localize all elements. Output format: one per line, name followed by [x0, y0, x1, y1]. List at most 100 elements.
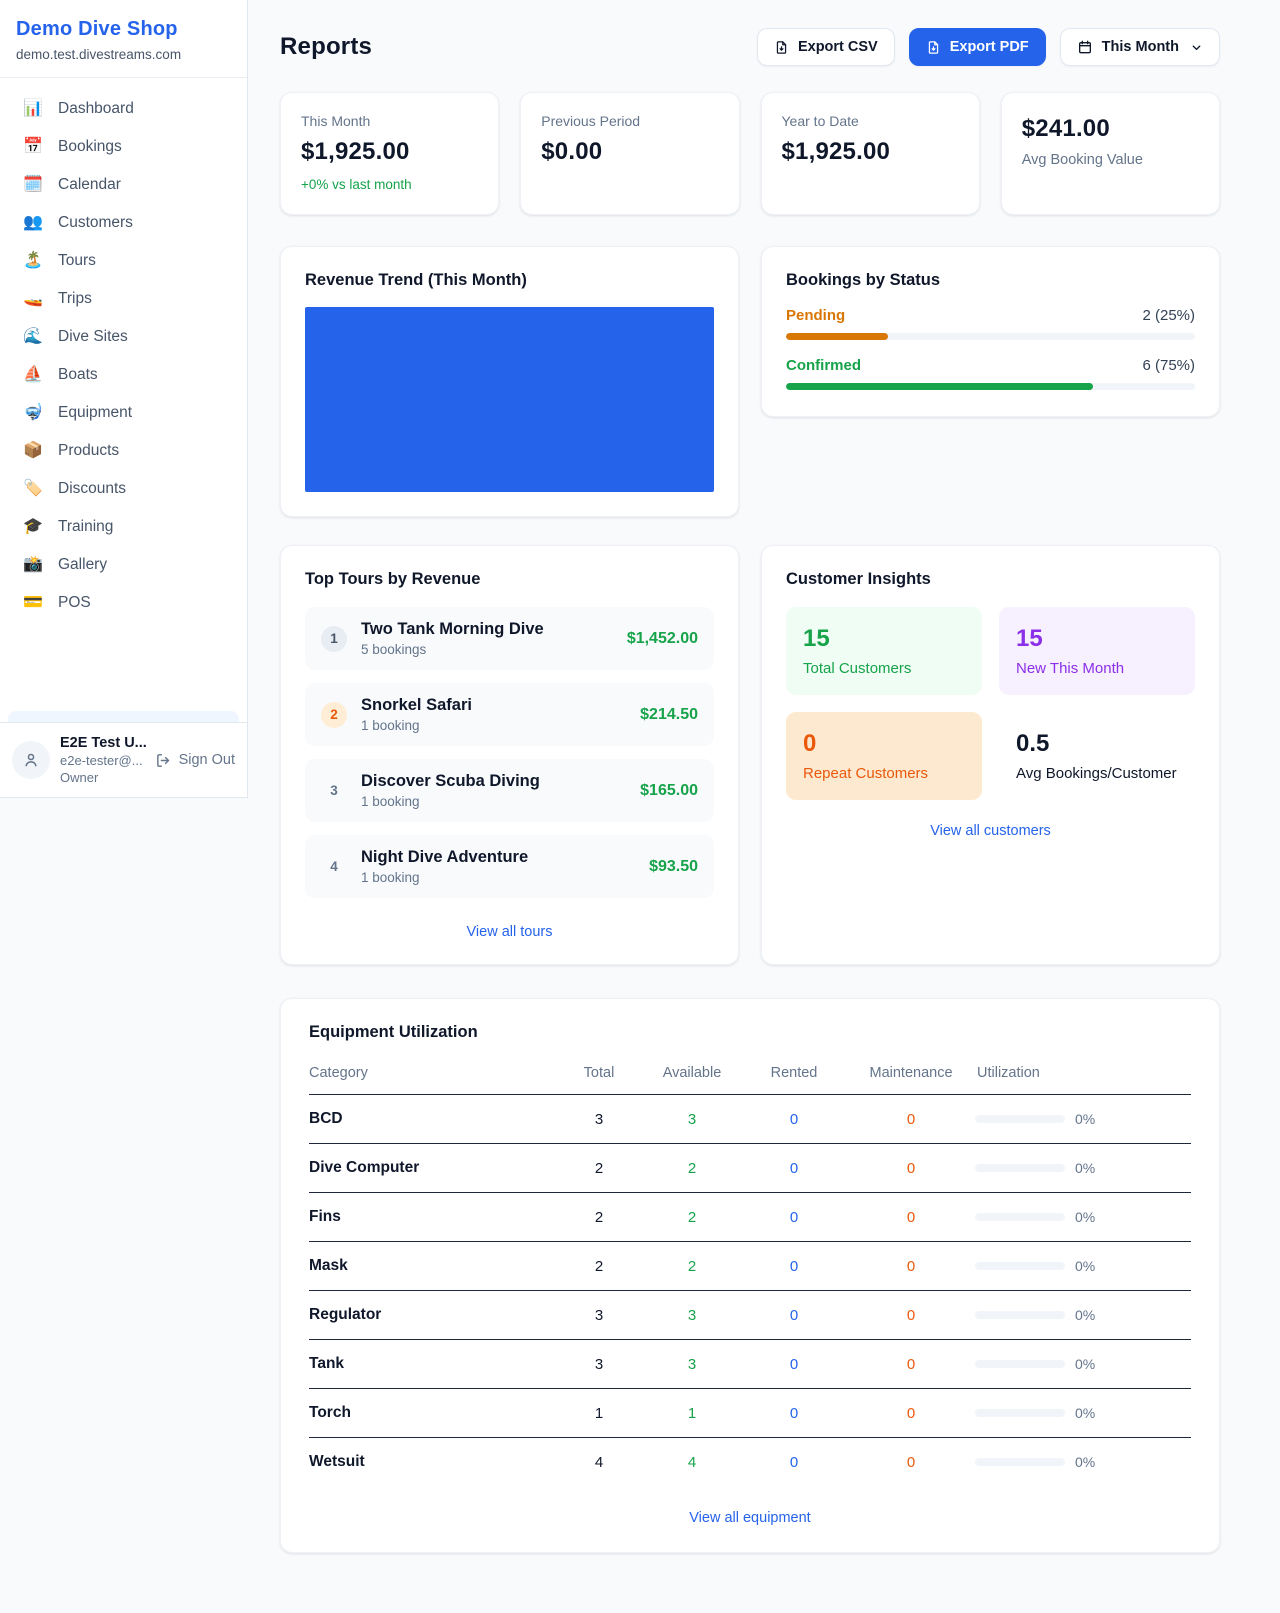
stat-value: $0.00	[541, 138, 603, 165]
status-label: Confirmed	[786, 357, 861, 374]
sidebar-item-label: Training	[58, 518, 114, 535]
bookings-by-status-title: Bookings by Status	[786, 271, 941, 289]
brand-domain: demo.test.divestreams.com	[16, 47, 182, 62]
tour-row: 3 Discover Scuba Diving 1 booking $165.0…	[305, 759, 714, 822]
sidebar-item-boats[interactable]: ⛵ Boats	[8, 356, 239, 394]
tour-amount: $1,452.00	[626, 629, 698, 647]
sidebar-item-customers[interactable]: 👥 Customers	[8, 204, 239, 242]
cell-total: 2	[555, 1143, 643, 1193]
view-all-equipment-link[interactable]: View all equipment	[689, 1510, 811, 1526]
sidebar-item-trips[interactable]: 🚤 Trips	[8, 280, 239, 318]
equipment-utilization-card: Equipment Utilization Category Total Ava…	[280, 998, 1220, 1553]
cell-rented: 0	[741, 1339, 847, 1389]
sidebar-item-label: Calendar	[58, 176, 121, 193]
cell-category: Wetsuit	[309, 1453, 365, 1470]
sidebar-item-dashboard[interactable]: 📊 Dashboard	[8, 90, 239, 128]
cell-maintenance: 0	[847, 1143, 975, 1193]
sign-out-button[interactable]: Sign Out	[155, 752, 235, 769]
cell-maintenance: 0	[847, 1241, 975, 1291]
export-csv-button[interactable]: Export CSV	[756, 28, 895, 66]
status-row-confirmed: Confirmed 6 (75%)	[786, 357, 1195, 390]
tour-list: 1 Two Tank Morning Dive 5 bookings $1,45…	[305, 607, 714, 898]
export-pdf-button[interactable]: Export PDF	[908, 28, 1046, 66]
sidebar-item-dive-sites[interactable]: 🌊 Dive Sites	[8, 318, 239, 356]
insight-label: Total Customers	[803, 660, 912, 677]
sidebar-item-label: Boats	[58, 366, 98, 383]
customer-insights-title: Customer Insights	[786, 570, 931, 588]
cell-rented: 0	[741, 1192, 847, 1242]
cell-available: 2	[643, 1143, 741, 1193]
view-all-customers-link[interactable]: View all customers	[930, 823, 1051, 839]
utilization-percent: 0%	[1075, 1356, 1096, 1372]
column-header-available: Available	[643, 1052, 741, 1095]
stat-label: Year to Date	[781, 113, 859, 129]
tag-icon: 🏷️	[23, 480, 43, 497]
cell-total: 1	[555, 1388, 643, 1438]
top-tours-title: Top Tours by Revenue	[305, 570, 481, 588]
cell-category: Dive Computer	[309, 1143, 555, 1193]
view-all-tours-link[interactable]: View all tours	[466, 924, 553, 940]
cell-category: BCD	[309, 1094, 555, 1144]
stat-value: $1,925.00	[301, 138, 410, 165]
period-dropdown[interactable]: This Month	[1059, 28, 1220, 66]
sidebar-item-tours[interactable]: 🏝️ Tours	[8, 242, 239, 280]
cell-available: 2	[643, 1241, 741, 1291]
tour-bookings: 5 bookings	[361, 642, 427, 657]
top-tours-card: Top Tours by Revenue 1 Two Tank Morning …	[280, 545, 739, 965]
dashboard-icon: 📊	[23, 100, 43, 117]
stats-row: This Month $1,925.00 +0% vs last month P…	[280, 92, 1220, 215]
insight-value: 0.5	[1016, 730, 1050, 757]
status-bar-track	[786, 333, 1195, 340]
sidebar-item-products[interactable]: 📦 Products	[8, 432, 239, 470]
chevron-down-icon	[1192, 44, 1201, 50]
sidebar-item-training[interactable]: 🎓 Training	[8, 508, 239, 546]
cell-available: 1	[643, 1388, 741, 1438]
page-title: Reports	[280, 33, 373, 60]
sidebar-item-label: Bookings	[58, 138, 122, 155]
utilization-percent: 0%	[1075, 1454, 1096, 1470]
insight-value: 15	[1016, 625, 1043, 652]
stat-label: Avg Booking Value	[1021, 152, 1143, 168]
insight-value: 15	[803, 625, 830, 652]
sidebar: Demo Dive Shop demo.test.divestreams.com…	[0, 0, 248, 798]
cell-rented: 0	[741, 1290, 847, 1340]
cell-category: Mask	[309, 1241, 555, 1291]
page-header: Reports Export CSV Export PDF This Month	[280, 28, 1220, 66]
user-role: Owner	[60, 770, 99, 785]
cell-available: 4	[687, 1453, 697, 1471]
sidebar-item-label: Equipment	[58, 404, 133, 421]
sidebar-item-bookings[interactable]: 📅 Bookings	[8, 128, 239, 166]
sidebar-item-gallery[interactable]: 📸 Gallery	[8, 546, 239, 584]
sidebar-item-label: Tours	[58, 252, 96, 269]
sailboat-icon: ⛵	[23, 366, 43, 383]
sidebar-item-label: Dashboard	[58, 100, 134, 117]
tour-amount: $214.50	[640, 705, 698, 723]
sidebar-item-discounts[interactable]: 🏷️ Discounts	[8, 470, 239, 508]
insight-label: Avg Bookings/Customer	[1016, 765, 1177, 782]
cell-total: 3	[555, 1290, 643, 1340]
stat-card-previous-period: Previous Period $0.00	[520, 92, 740, 215]
tour-name: Two Tank Morning Dive	[361, 620, 544, 638]
table-row: BCD 3 3 0 0 0%	[309, 1094, 1191, 1144]
sidebar-item-equipment[interactable]: 🤿 Equipment	[8, 394, 239, 432]
rank-badge: 3	[330, 783, 338, 798]
main-content: Reports Export CSV Export PDF This Month…	[248, 0, 1280, 1613]
user-email: e2e-tester@...	[60, 753, 143, 768]
credit-card-icon: 💳	[23, 594, 43, 611]
cell-maintenance: 0	[847, 1290, 975, 1340]
insights-row: Top Tours by Revenue 1 Two Tank Morning …	[280, 545, 1220, 965]
sidebar-item-pos[interactable]: 💳 POS	[8, 584, 239, 622]
sign-out-icon	[156, 753, 169, 767]
insight-tile: 0 Repeat Customers	[786, 712, 982, 800]
tour-row: 1 Two Tank Morning Dive 5 bookings $1,45…	[305, 607, 714, 670]
cell-available: 3	[643, 1339, 741, 1389]
export-pdf-label: Export PDF	[949, 39, 1029, 55]
stat-label: Previous Period	[541, 113, 641, 129]
sidebar-item-calendar[interactable]: 🗓️ Calendar	[8, 166, 239, 204]
rank-badge: 2	[321, 701, 347, 728]
cell-rented: 0	[741, 1241, 847, 1291]
status-bar-fill	[786, 383, 1093, 390]
sidebar-active-item-partial[interactable]	[8, 711, 239, 722]
header-actions: Export CSV Export PDF This Month	[756, 28, 1220, 66]
status-bar-track	[786, 383, 1195, 390]
